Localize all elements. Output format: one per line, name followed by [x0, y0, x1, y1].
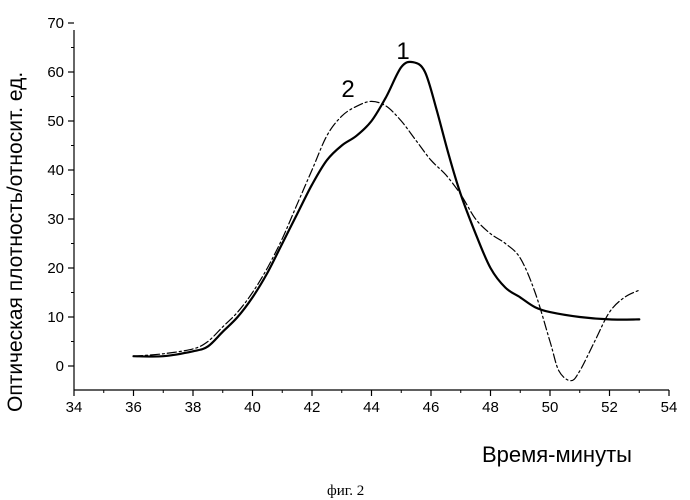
y-tick-label: 40	[47, 162, 64, 179]
figure-caption: фиг. 2	[327, 483, 364, 499]
y-tick-label: 50	[47, 113, 64, 130]
y-axis-ticks: 0 10 20 30 40 50 60 70	[47, 15, 74, 375]
x-tick-label: 54	[661, 399, 678, 416]
x-axis-label: Время-минуты	[482, 442, 632, 467]
y-tick-label: 0	[56, 358, 64, 375]
series-layer	[134, 62, 640, 381]
y-axis-label: Оптическая плотность/относит. ед.	[4, 72, 27, 412]
x-tick-label: 50	[542, 399, 559, 416]
x-tick-label: 34	[66, 399, 83, 416]
x-axis-ticks: 34 36 38 40 42 44 46 48 50 52 54	[66, 390, 678, 416]
x-tick-label: 46	[423, 399, 440, 416]
axes	[74, 30, 669, 390]
series-2-line	[134, 101, 640, 380]
x-tick-label: 48	[482, 399, 499, 416]
series-2-label: 2	[341, 76, 354, 103]
x-tick-label: 40	[244, 399, 261, 416]
y-tick-label: 10	[47, 309, 64, 326]
y-tick-label: 20	[47, 260, 64, 277]
x-tick-label: 42	[304, 399, 321, 416]
x-tick-label: 36	[125, 399, 142, 416]
x-tick-label: 38	[185, 399, 202, 416]
y-tick-label: 30	[47, 211, 64, 228]
x-tick-label: 52	[601, 399, 618, 416]
y-tick-label: 70	[47, 15, 64, 32]
y-tick-label: 60	[47, 64, 64, 81]
series-1-label: 1	[396, 38, 409, 65]
x-tick-label: 44	[363, 399, 380, 416]
